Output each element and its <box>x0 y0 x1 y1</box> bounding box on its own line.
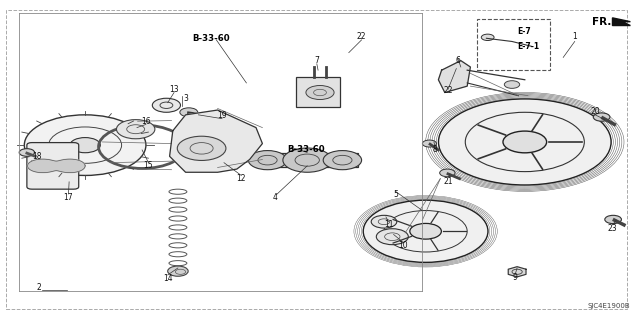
Text: 5: 5 <box>393 190 398 199</box>
Text: SJC4E1900B: SJC4E1900B <box>588 303 630 309</box>
Circle shape <box>364 200 488 262</box>
Text: 18: 18 <box>33 152 42 161</box>
Circle shape <box>283 148 332 172</box>
Text: E-7: E-7 <box>517 27 531 36</box>
Circle shape <box>248 151 287 170</box>
Circle shape <box>503 131 547 153</box>
Circle shape <box>323 151 362 170</box>
Polygon shape <box>170 110 262 172</box>
Text: 12: 12 <box>237 174 246 183</box>
Bar <box>296 77 340 107</box>
Circle shape <box>152 98 180 112</box>
Polygon shape <box>612 18 630 26</box>
Circle shape <box>605 215 621 224</box>
Circle shape <box>593 113 610 121</box>
Circle shape <box>481 34 494 41</box>
Circle shape <box>410 223 442 239</box>
Bar <box>256 153 358 167</box>
Circle shape <box>438 99 611 185</box>
Text: 15: 15 <box>143 161 154 170</box>
Text: 9: 9 <box>513 273 518 282</box>
Text: 1: 1 <box>572 32 577 41</box>
Circle shape <box>180 108 198 117</box>
Text: 23: 23 <box>607 224 618 233</box>
Circle shape <box>116 120 155 139</box>
Text: 2: 2 <box>36 283 41 292</box>
Text: 10: 10 <box>398 241 408 250</box>
Text: 22: 22 <box>444 86 452 95</box>
Text: 17: 17 <box>63 193 74 202</box>
Polygon shape <box>438 61 470 93</box>
Text: 21: 21 <box>444 177 452 186</box>
Text: 3: 3 <box>183 94 188 103</box>
Circle shape <box>177 136 226 160</box>
Circle shape <box>440 169 455 177</box>
Text: E-7-1: E-7-1 <box>517 42 540 51</box>
Text: 11: 11 <box>384 220 393 229</box>
Text: B-33-60: B-33-60 <box>193 34 230 43</box>
Circle shape <box>422 140 436 147</box>
Circle shape <box>168 266 188 276</box>
Text: 19: 19 <box>217 111 227 120</box>
Polygon shape <box>28 159 85 173</box>
Text: 14: 14 <box>163 274 173 283</box>
Polygon shape <box>508 267 526 277</box>
Text: 22: 22 <box>357 32 366 41</box>
Text: 13: 13 <box>169 85 179 94</box>
Circle shape <box>376 229 408 245</box>
Circle shape <box>444 74 460 82</box>
Text: B-33-60: B-33-60 <box>287 145 324 154</box>
Bar <box>477 19 550 70</box>
Circle shape <box>19 149 35 156</box>
Text: 7: 7 <box>314 56 319 65</box>
Circle shape <box>504 81 520 88</box>
Text: 20: 20 <box>590 107 600 116</box>
Circle shape <box>371 215 397 228</box>
FancyBboxPatch shape <box>27 143 79 189</box>
Circle shape <box>70 137 100 153</box>
Circle shape <box>306 85 334 100</box>
Text: FR.: FR. <box>592 17 611 27</box>
Text: 4: 4 <box>273 193 278 202</box>
Text: 6: 6 <box>455 56 460 65</box>
Text: 8: 8 <box>433 145 438 154</box>
Circle shape <box>24 115 146 175</box>
Text: 16: 16 <box>141 117 151 126</box>
